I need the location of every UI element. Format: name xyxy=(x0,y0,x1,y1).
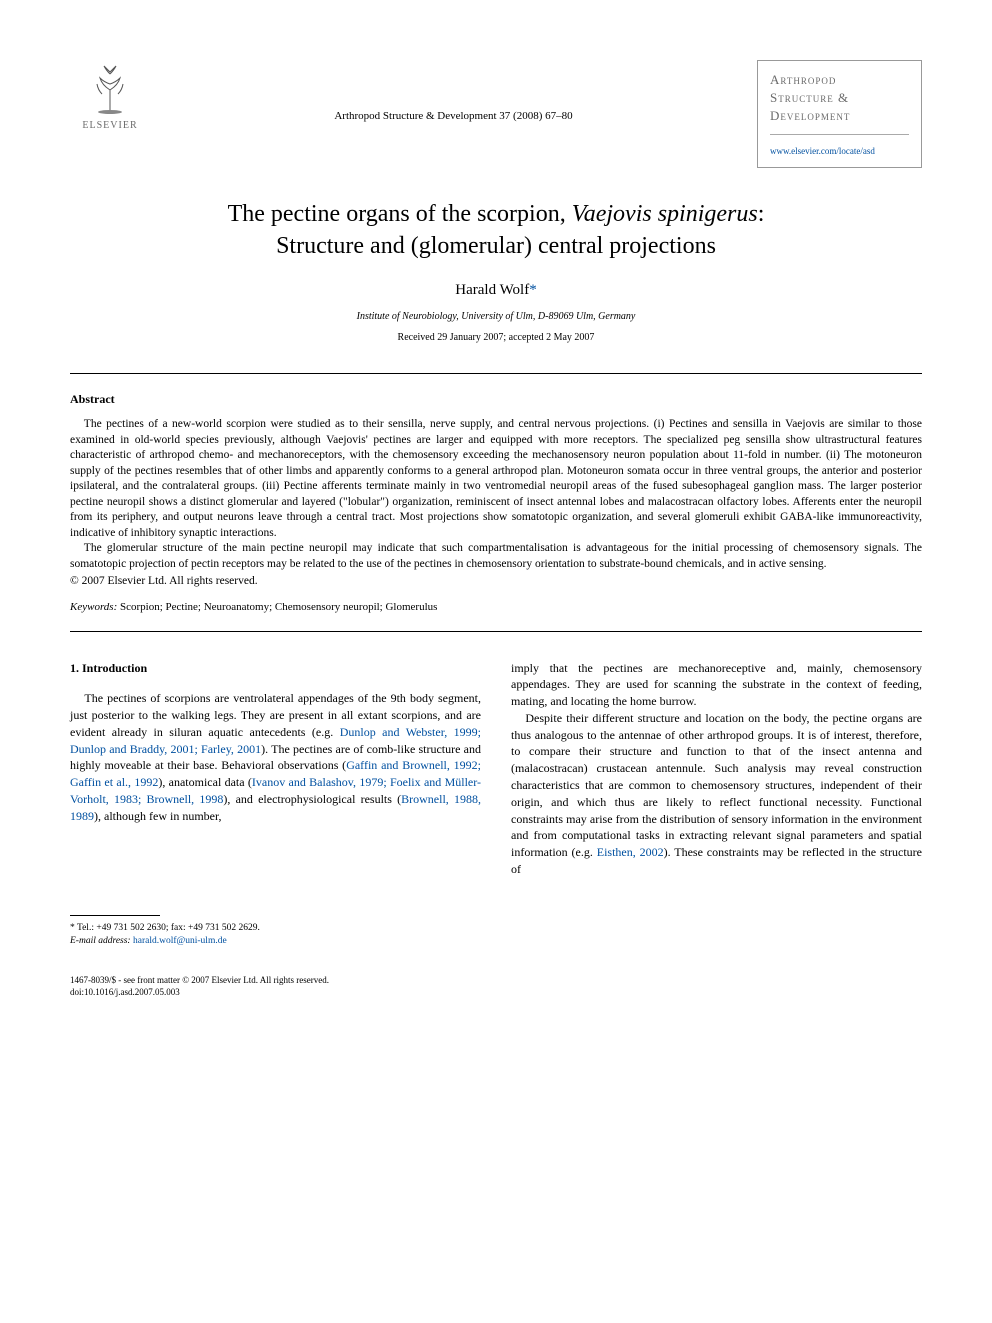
keywords-label: Keywords: xyxy=(70,601,117,613)
abstract-top-rule xyxy=(70,373,922,374)
journal-box-title: Arthropod Structure & Development xyxy=(770,71,909,126)
publisher-name: ELSEVIER xyxy=(70,120,150,131)
footer-line1: 1467-8039/$ - see front matter © 2007 El… xyxy=(70,974,922,986)
footnote-email-line: E-mail address: harald.wolf@uni-ulm.de xyxy=(70,935,481,948)
title-species: Vaejovis spinigerus xyxy=(572,201,758,227)
left-column: 1. Introduction The pectines of scorpion… xyxy=(70,660,481,949)
section-1-heading: 1. Introduction xyxy=(70,660,481,677)
publisher-logo: ELSEVIER xyxy=(70,60,150,131)
keywords-value: Scorpion; Pectine; Neuroanatomy; Chemose… xyxy=(117,601,437,613)
right-column: imply that the pectines are mechanorecep… xyxy=(511,660,922,949)
abstract-heading: Abstract xyxy=(70,392,922,407)
title-line2: Structure and (glomerular) central proje… xyxy=(276,233,716,259)
intro-p1: The pectines of scorpions are ventrolate… xyxy=(70,690,481,824)
footnote-tel: * Tel.: +49 731 502 2630; fax: +49 731 5… xyxy=(70,922,481,935)
abstract-p2: The glomerular structure of the main pec… xyxy=(70,541,922,572)
author-corresponding-marker[interactable]: * xyxy=(529,282,537,298)
journal-box-line2: Structure & xyxy=(770,90,849,105)
abstract-body: The pectines of a new-world scorpion wer… xyxy=(70,417,922,572)
journal-reference: Arthropod Structure & Development 37 (20… xyxy=(150,60,757,122)
intro-p2: Despite their different structure and lo… xyxy=(511,710,922,878)
affiliation: Institute of Neurobiology, University of… xyxy=(70,311,922,322)
corresponding-footnote: * Tel.: +49 731 502 2630; fax: +49 731 5… xyxy=(70,922,481,949)
footer-line2: doi:10.1016/j.asd.2007.05.003 xyxy=(70,986,922,998)
body-columns: 1. Introduction The pectines of scorpion… xyxy=(70,660,922,949)
author-name: Harald Wolf xyxy=(455,282,529,298)
abstract-copyright: © 2007 Elsevier Ltd. All rights reserved… xyxy=(70,575,922,587)
title-pre: The pectine organs of the scorpion, xyxy=(228,201,572,227)
page-footer: 1467-8039/$ - see front matter © 2007 El… xyxy=(70,974,922,998)
journal-box-rule xyxy=(770,134,909,135)
keywords-line: Keywords: Scorpion; Pectine; Neuroanatom… xyxy=(70,601,922,613)
journal-box-line1: Arthropod xyxy=(770,72,836,87)
abstract-bottom-rule xyxy=(70,631,922,632)
footnote-rule xyxy=(70,915,160,916)
author-line: Harald Wolf* xyxy=(70,282,922,299)
citation[interactable]: Eisthen, 2002 xyxy=(597,845,664,859)
footnote-email-label: E-mail address: xyxy=(70,936,131,946)
elsevier-tree-icon xyxy=(82,60,138,116)
journal-homepage-link[interactable]: www.elsevier.com/locate/asd xyxy=(770,146,875,156)
intro-p1-cont: imply that the pectines are mechanorecep… xyxy=(511,660,922,710)
journal-box-line3: Development xyxy=(770,108,850,123)
abstract-p1: The pectines of a new-world scorpion wer… xyxy=(70,417,922,541)
article-title: The pectine organs of the scorpion, Vaej… xyxy=(70,198,922,263)
header-row: ELSEVIER Arthropod Structure & Developme… xyxy=(70,60,922,168)
article-dates: Received 29 January 2007; accepted 2 May… xyxy=(70,332,922,343)
footnote-email-link[interactable]: harald.wolf@uni-ulm.de xyxy=(133,936,227,946)
title-post: : xyxy=(758,201,765,227)
journal-title-box: Arthropod Structure & Development www.el… xyxy=(757,60,922,168)
